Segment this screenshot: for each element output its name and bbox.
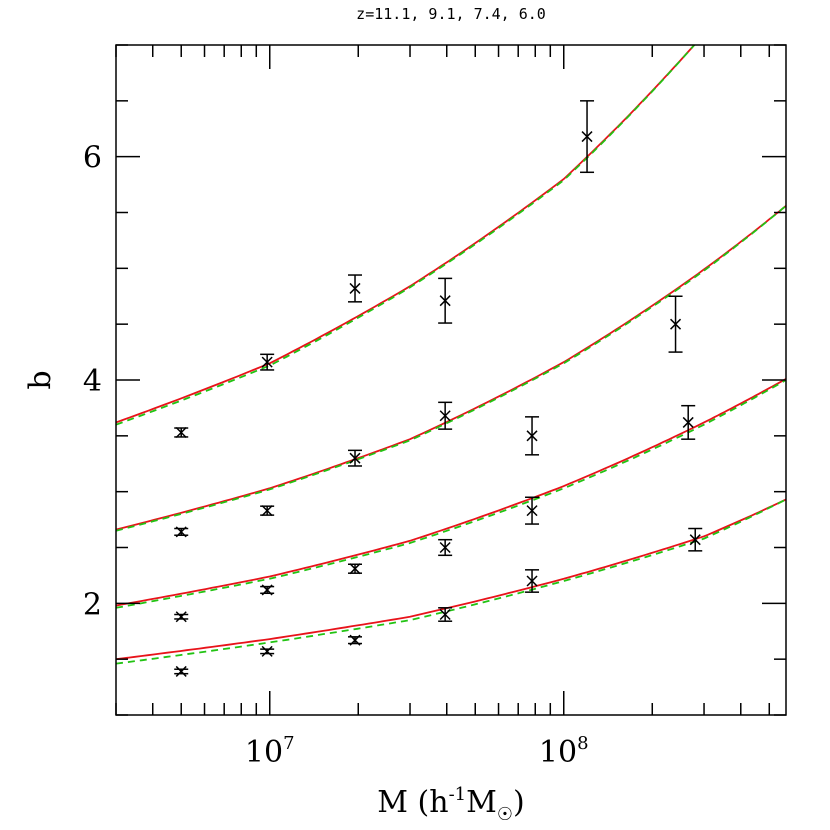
point-marker-b [439, 541, 451, 554]
data-point [260, 353, 275, 371]
plot-frame [115, 44, 787, 716]
data-point [174, 665, 189, 677]
model-curve-solid-1 [116, 205, 786, 531]
x-axis-label: M (h-1M☉) [377, 784, 524, 825]
data-point [688, 527, 703, 552]
model-curve-dashed-0 [116, 45, 696, 426]
point-marker-b [175, 426, 187, 439]
data-point [348, 563, 363, 575]
data-point [525, 569, 540, 593]
point-marker-b [349, 634, 361, 646]
data-point [174, 426, 189, 439]
point-marker-b [261, 645, 273, 657]
data-point [438, 401, 453, 430]
data-point [438, 538, 453, 557]
point-marker-b [670, 318, 682, 330]
data-point [260, 645, 275, 657]
y-tick-label: 4 [83, 364, 102, 399]
model-curve-solid-0 [116, 45, 696, 424]
model-curve-solid-3 [116, 498, 786, 661]
y-axis-label: b [23, 370, 58, 389]
model-curve-dashed-1 [116, 205, 786, 532]
data-point [348, 449, 363, 467]
y-tick-label: 6 [83, 141, 102, 176]
data-point [260, 505, 275, 517]
data-point [525, 416, 540, 456]
point-marker-b [175, 611, 187, 623]
point-marker-b [439, 410, 451, 422]
point-marker-b [261, 505, 273, 517]
point-marker-b [526, 505, 538, 517]
point-marker-b [526, 430, 538, 442]
data-point [438, 277, 453, 324]
point-marker-b [439, 295, 451, 307]
tick-labels: 2 4 6 107 108 [83, 141, 589, 770]
point-marker-b [682, 416, 694, 428]
axis-ticks [115, 44, 786, 716]
x-tick-label: 108 [539, 733, 589, 770]
model-curve-dashed-3 [116, 498, 786, 665]
data-point [348, 274, 363, 303]
chart-title: z=11.1, 9.1, 7.4, 6.0 [356, 5, 546, 23]
point-marker-b [689, 534, 701, 546]
data-point [174, 611, 189, 623]
point-marker-b [349, 452, 361, 464]
point-marker-b [349, 282, 361, 294]
point-marker-b [261, 356, 273, 368]
data-point [438, 607, 453, 622]
model-curve-solid-2 [116, 378, 786, 607]
point-marker-b [175, 665, 187, 677]
data-point [668, 295, 683, 353]
y-tick-label: 2 [83, 587, 102, 622]
model-curves [116, 45, 786, 665]
point-marker-b [439, 608, 451, 621]
point-marker-b [261, 584, 273, 596]
model-curve-dashed-2 [116, 379, 786, 609]
data-points [174, 100, 703, 677]
point-marker-b [349, 563, 361, 575]
x-tick-label: 107 [245, 733, 295, 770]
data-point [260, 584, 275, 596]
data-point [174, 526, 189, 538]
point-marker-b [526, 575, 538, 587]
data-point [525, 496, 540, 525]
data-point [580, 100, 595, 174]
data-point [681, 404, 696, 440]
point-marker-b [175, 526, 187, 538]
data-point [348, 634, 363, 646]
point-marker-b [581, 131, 593, 143]
